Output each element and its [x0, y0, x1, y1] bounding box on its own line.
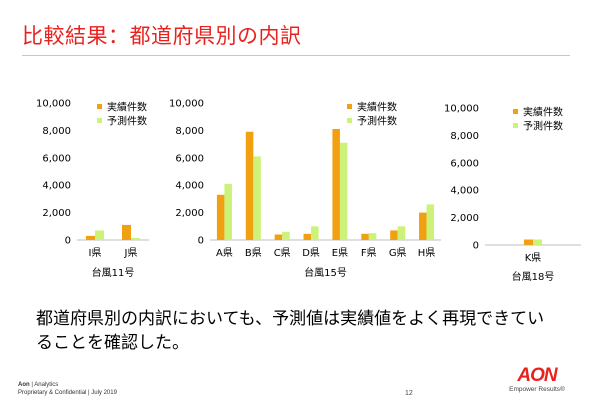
y-tick-label: 0: [198, 236, 204, 247]
legend-label: 実績件数: [357, 101, 397, 114]
chart-caption: 台風15号: [304, 266, 347, 279]
legend-swatch-predicted: [97, 118, 102, 123]
y-tick-label: 10,000: [36, 99, 71, 110]
x-tick-label: A県: [216, 247, 233, 259]
y-tick-label: 6,000: [175, 153, 204, 164]
y-tick-label: 8,000: [42, 126, 71, 137]
x-tick-label: C県: [274, 247, 291, 259]
bar-predicted: [339, 142, 348, 240]
y-tick-label: 0: [473, 241, 479, 252]
bar-actual: [303, 233, 312, 240]
x-tick-label: H県: [418, 247, 436, 259]
summary-text: 都道府県別の内訳においても、予測値は実績値をよく再現できていることを確認した。: [36, 309, 545, 353]
legend-label: 実績件数: [107, 101, 147, 114]
y-tick-label: 2,000: [42, 208, 71, 219]
y-tick-label: 10,000: [444, 104, 479, 115]
chart-typhoon-15: 10,000 8,000 6,000 4,000 2,000 0 A県 B県 C県 D県 E県 F県 G…: [169, 99, 441, 279]
footer-brand-name: Aon: [18, 382, 30, 388]
bar-actual: [86, 235, 95, 240]
chart-typhoon-11: 10,000 8,000 6,000 4,000 2,000 0 I県 J県 実績件数予測件数台…: [36, 99, 149, 279]
bar-predicted: [131, 237, 140, 240]
y-tick-label: 0: [65, 236, 71, 247]
x-tick-label: J県: [124, 247, 138, 259]
bar-actual: [274, 234, 283, 240]
bar-actual: [332, 129, 340, 240]
bar-predicted: [282, 231, 290, 240]
y-tick-label: 4,000: [175, 181, 204, 192]
legend-swatch-actual: [347, 104, 352, 109]
chart-caption: 台風18号: [512, 270, 555, 283]
legend-label: 予測件数: [357, 115, 397, 128]
footer-confidential: Proprietary & Confidential | July 2019: [18, 390, 117, 396]
slide-title: 比較結果：都道府県別の内訳: [22, 24, 302, 48]
logo-wordmark: AON: [517, 365, 557, 386]
legend-label: 予測件数: [107, 115, 147, 128]
page-number: 12: [405, 390, 413, 397]
bar-predicted: [311, 226, 319, 240]
logo-tagline: Empower Results®: [509, 386, 565, 393]
chart-typhoon-18: 10,000 8,000 6,000 4,000 2,000 0 K県 実績件数予測件数台風1…: [444, 104, 581, 283]
y-tick-label: 2,000: [175, 208, 204, 219]
x-tick-label: G県: [389, 247, 407, 259]
y-tick-label: 2,000: [450, 213, 479, 224]
y-tick-label: 4,000: [42, 181, 71, 192]
x-tick-label: E県: [332, 247, 348, 259]
y-tick-label: 10,000: [169, 99, 204, 110]
bar-actual: [216, 194, 225, 240]
x-tick-label: F県: [361, 247, 377, 259]
y-tick-label: 8,000: [175, 126, 204, 137]
legend-label: 予測件数: [523, 120, 563, 133]
legend-swatch-predicted: [513, 123, 518, 128]
legend-swatch-actual: [97, 104, 102, 109]
y-tick-label: 6,000: [42, 153, 71, 164]
bar-predicted: [533, 239, 542, 245]
bar-predicted: [95, 230, 104, 240]
x-tick-label: D県: [302, 247, 320, 259]
bar-actual: [122, 224, 131, 240]
footer-brand: Aon | Analytics Proprietary & Confidenti…: [18, 381, 117, 397]
legend-label: 実績件数: [523, 106, 563, 119]
bar-actual: [390, 230, 398, 240]
aon-logo: AON Empower Results®: [506, 366, 568, 394]
x-tick-label: B県: [245, 247, 262, 259]
y-tick-label: 8,000: [450, 131, 479, 142]
y-tick-label: 6,000: [450, 158, 479, 169]
bar-actual: [361, 233, 369, 240]
x-tick-label: K県: [525, 252, 542, 264]
legend-swatch-actual: [513, 109, 518, 114]
bar-predicted: [253, 156, 261, 240]
bar-actual: [245, 131, 254, 240]
y-tick-label: 4,000: [450, 186, 479, 197]
footer-brand-division: | Analytics: [29, 382, 59, 388]
bar-predicted: [368, 233, 377, 240]
x-tick-label: I県: [89, 247, 102, 259]
bar-predicted: [224, 183, 232, 240]
chart-caption: 台風11号: [92, 266, 135, 279]
bar-predicted: [426, 204, 435, 240]
legend-swatch-predicted: [347, 118, 352, 123]
bar-actual: [524, 239, 533, 245]
bar-predicted: [397, 226, 406, 240]
bar-actual: [419, 212, 427, 240]
title-divider: [22, 55, 570, 56]
